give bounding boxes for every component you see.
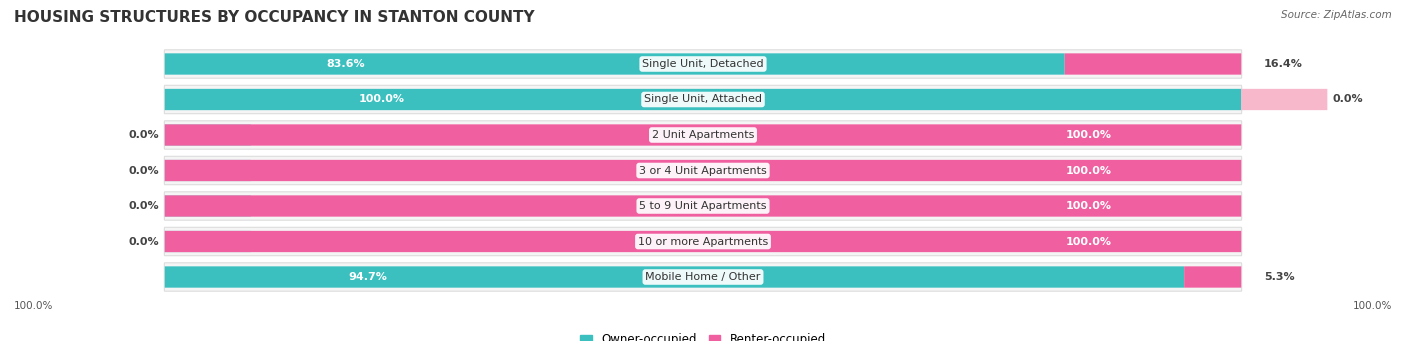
Text: 0.0%: 0.0% [1333,94,1364,104]
Text: Mobile Home / Other: Mobile Home / Other [645,272,761,282]
Text: 100.0%: 100.0% [1066,130,1112,140]
FancyBboxPatch shape [165,263,1241,291]
Legend: Owner-occupied, Renter-occupied: Owner-occupied, Renter-occupied [575,329,831,341]
Text: 0.0%: 0.0% [129,201,159,211]
FancyBboxPatch shape [165,50,1241,78]
Text: 0.0%: 0.0% [129,237,159,247]
FancyBboxPatch shape [165,195,250,217]
FancyBboxPatch shape [165,89,1241,110]
FancyBboxPatch shape [1184,266,1241,288]
FancyBboxPatch shape [165,160,250,181]
Text: 100.0%: 100.0% [1066,237,1112,247]
Text: 10 or more Apartments: 10 or more Apartments [638,237,768,247]
FancyBboxPatch shape [1064,53,1241,75]
Text: Single Unit, Attached: Single Unit, Attached [644,94,762,104]
FancyBboxPatch shape [165,192,1241,220]
Text: 0.0%: 0.0% [129,130,159,140]
Text: 100.0%: 100.0% [1066,165,1112,176]
FancyBboxPatch shape [165,85,1241,114]
Text: 0.0%: 0.0% [129,165,159,176]
Text: 2 Unit Apartments: 2 Unit Apartments [652,130,754,140]
Text: 16.4%: 16.4% [1264,59,1303,69]
Text: Single Unit, Detached: Single Unit, Detached [643,59,763,69]
FancyBboxPatch shape [165,124,250,146]
Text: 5.3%: 5.3% [1264,272,1295,282]
FancyBboxPatch shape [1241,89,1327,110]
Text: 100.0%: 100.0% [1353,301,1392,311]
FancyBboxPatch shape [165,266,1184,288]
FancyBboxPatch shape [165,160,1241,181]
Text: HOUSING STRUCTURES BY OCCUPANCY IN STANTON COUNTY: HOUSING STRUCTURES BY OCCUPANCY IN STANT… [14,10,534,25]
Text: 100.0%: 100.0% [1066,201,1112,211]
FancyBboxPatch shape [165,195,1241,217]
FancyBboxPatch shape [165,231,1241,252]
FancyBboxPatch shape [165,53,1064,75]
Text: 100.0%: 100.0% [359,94,405,104]
Text: Source: ZipAtlas.com: Source: ZipAtlas.com [1281,10,1392,20]
Text: 3 or 4 Unit Apartments: 3 or 4 Unit Apartments [640,165,766,176]
FancyBboxPatch shape [165,124,1241,146]
Text: 100.0%: 100.0% [14,301,53,311]
FancyBboxPatch shape [165,121,1241,149]
Text: 5 to 9 Unit Apartments: 5 to 9 Unit Apartments [640,201,766,211]
FancyBboxPatch shape [165,156,1241,185]
FancyBboxPatch shape [165,227,1241,256]
Text: 94.7%: 94.7% [349,272,387,282]
Text: 83.6%: 83.6% [326,59,366,69]
FancyBboxPatch shape [165,231,250,252]
